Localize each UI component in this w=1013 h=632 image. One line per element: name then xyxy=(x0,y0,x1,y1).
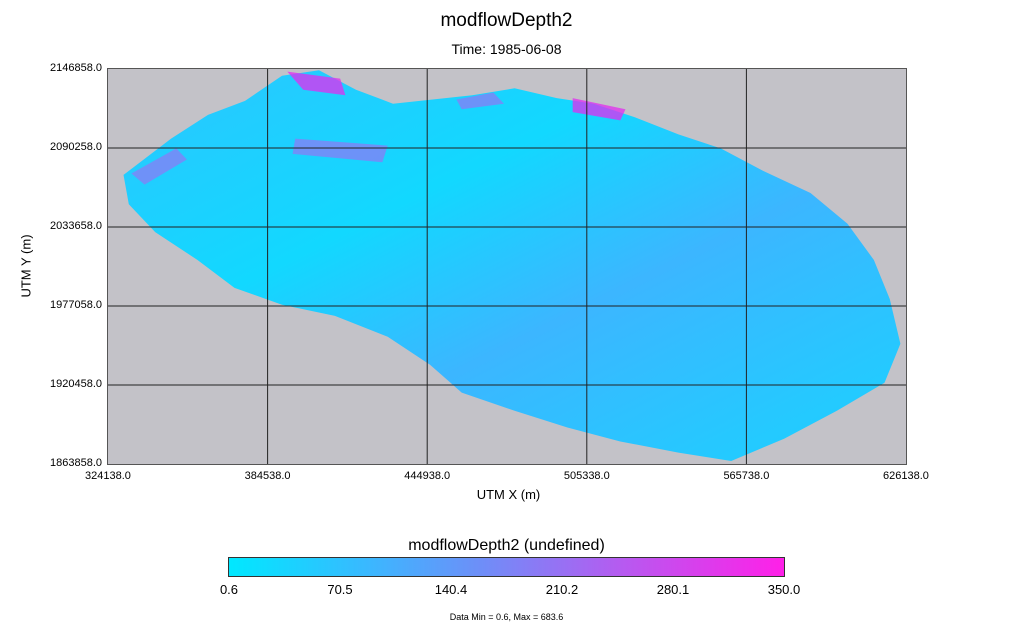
chart-subtitle: Time: 1985-06-08 xyxy=(451,41,562,57)
x-axis-label: UTM X (m) xyxy=(476,487,541,502)
y-tick-label: 2146858.0 xyxy=(50,62,102,74)
colorbar-tick-label: 350.0 xyxy=(767,582,801,597)
high-depth-zone xyxy=(287,71,346,96)
y-tick-label: 1920458.0 xyxy=(50,378,102,390)
y-tick-label: 2090258.0 xyxy=(50,141,102,153)
x-tick-label: 384538.0 xyxy=(244,470,291,482)
x-tick-label: 444938.0 xyxy=(404,470,451,482)
colorbar-tick-label: 70.5 xyxy=(327,582,353,597)
x-tick-label: 324138.0 xyxy=(85,470,131,482)
y-axis-label: UTM Y (m) xyxy=(18,234,34,298)
colorbar-tick-label: 140.4 xyxy=(434,582,468,597)
colorbar-title: modflowDepth2 (undefined) xyxy=(408,537,605,554)
data-range-note: Data Min = 0.6, Max = 683.6 xyxy=(449,612,564,622)
model-domain xyxy=(123,70,901,461)
x-tick-label: 505338.0 xyxy=(563,470,610,482)
chart-title: modflowDepth2 xyxy=(440,10,573,31)
colorbar xyxy=(228,557,785,577)
map-svg xyxy=(108,69,906,464)
high-depth-zone xyxy=(131,148,187,185)
x-tick-label: 565738.0 xyxy=(723,470,770,482)
colorbar-tick-label: 0.6 xyxy=(219,582,239,597)
high-depth-zone xyxy=(456,92,504,110)
x-tick-label: 626138.0 xyxy=(883,470,929,482)
colorbar-tick-label: 210.2 xyxy=(545,582,579,597)
high-depth-zone xyxy=(292,138,388,163)
y-tick-label: 2033658.0 xyxy=(50,220,102,232)
y-tick-label: 1863858.0 xyxy=(50,457,102,469)
plot-area xyxy=(107,68,907,465)
high-depth-zone xyxy=(572,98,626,121)
colorbar-tick-label: 280.1 xyxy=(656,582,690,597)
y-tick-label: 1977058.0 xyxy=(50,299,102,311)
